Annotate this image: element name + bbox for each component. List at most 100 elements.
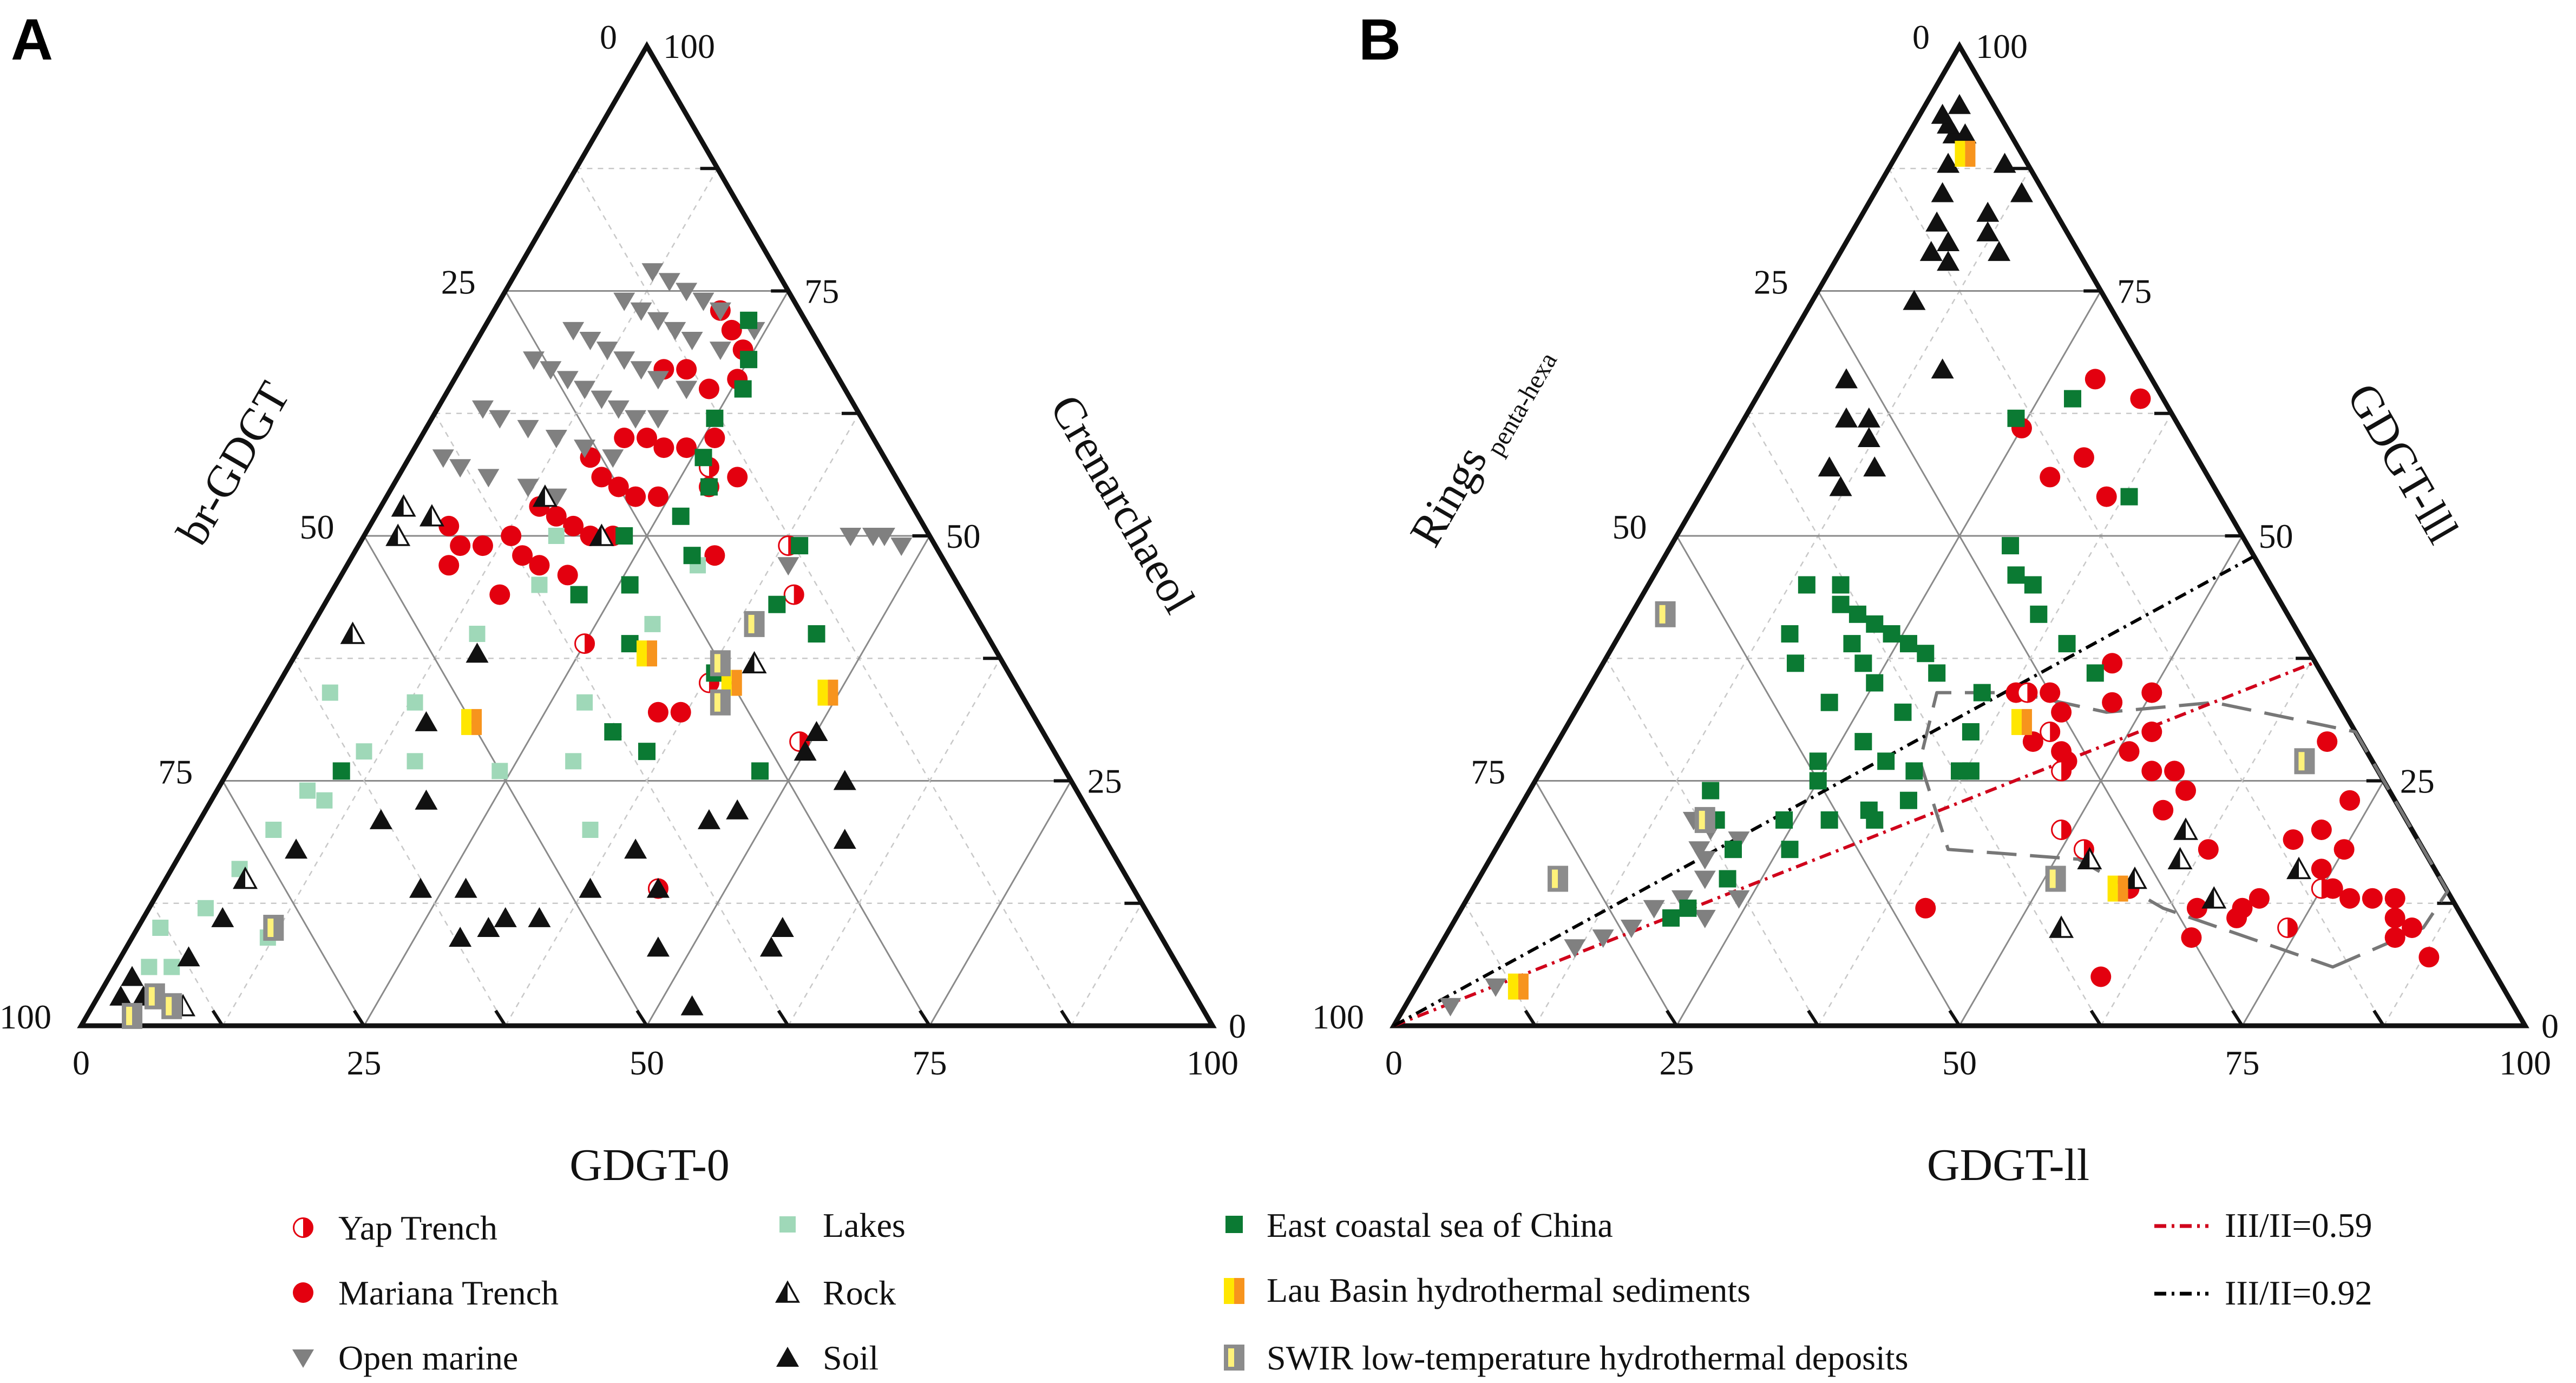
legend-east-coastal-marker bbox=[1225, 1216, 1243, 1233]
panel-b-point-soil bbox=[1857, 407, 1880, 428]
panel-a-gridline bbox=[221, 780, 365, 1026]
panel-a-point-open-marine bbox=[574, 381, 596, 399]
panel-b-letter: B bbox=[1359, 6, 1401, 72]
panel-b-point-east-coastal-sea-of-china bbox=[1962, 723, 1979, 740]
panel-b-tick bbox=[2372, 1010, 2385, 1027]
panel-a-point-soil bbox=[680, 995, 704, 1015]
panel-a-point-lau-basin-hydrothermal-sediments bbox=[637, 640, 657, 667]
panel-a-gridline bbox=[1070, 903, 1143, 1026]
panel-a-point-soil bbox=[771, 917, 794, 937]
panel-a-gridline bbox=[363, 535, 648, 1026]
legend-east-coastal-sea: East coastal sea of China bbox=[1225, 1206, 1613, 1244]
panel-b-point-soil bbox=[1937, 153, 1960, 173]
panel-a-point-east-coastal-sea-of-china bbox=[700, 478, 718, 496]
panel-a-point-soil bbox=[646, 936, 670, 957]
panel-a-point-open-marine bbox=[658, 273, 680, 292]
panel-b-point-mariana-trench bbox=[2181, 927, 2202, 948]
panel-a-point-lakes bbox=[491, 763, 508, 779]
panel-b-point-soil bbox=[1925, 211, 1949, 232]
panel-a-point-mariana-trench bbox=[489, 584, 510, 605]
panel-b-point-open-marine bbox=[1643, 900, 1665, 919]
panel-a-point-mariana-trench bbox=[653, 437, 674, 458]
legend-mariana-trench: Mariana Trench bbox=[293, 1274, 559, 1312]
panel-b-point-east-coastal-sea-of-china bbox=[1899, 635, 1917, 653]
panel-a-point-open-marine bbox=[545, 488, 567, 507]
panel-b-point-mariana-trench bbox=[2102, 692, 2123, 713]
legend-soil-label: Soil bbox=[823, 1339, 879, 1377]
panel-a-point-lakes bbox=[407, 694, 423, 711]
panel-a-point-rock bbox=[532, 484, 558, 507]
panel-b-tick bbox=[1665, 535, 1679, 552]
panel-b-left-axis-main: Rings bbox=[1400, 438, 1497, 555]
panel-b-point-east-coastal-sea-of-china bbox=[1781, 841, 1799, 858]
panel-a-point-lakes bbox=[576, 694, 593, 711]
legend-east-coastal-symbol bbox=[1225, 1216, 1243, 1233]
panel-a-point-open-marine bbox=[540, 361, 562, 380]
panel-a-gridline bbox=[929, 780, 1072, 1026]
legend-rock: Rock bbox=[775, 1274, 896, 1312]
panel-b-tick bbox=[1948, 1010, 1961, 1027]
panel-a-right-tick-label: 50 bbox=[946, 517, 981, 555]
panel-a-point-lakes bbox=[644, 615, 661, 632]
panel-a-point-east-coastal-sea-of-china bbox=[672, 507, 690, 525]
panel-a-point-east-coastal-sea-of-china bbox=[740, 351, 758, 369]
panel-a-point-swir-low-temperature-hydrothermal-deposits bbox=[744, 611, 765, 637]
panel-b-point-mariana-trench bbox=[2090, 966, 2112, 987]
legend-lakes-symbol bbox=[779, 1216, 796, 1233]
panel-a-point-open-marine bbox=[489, 410, 511, 429]
panel-a-point-soil bbox=[211, 907, 234, 927]
panel-b-point-east-coastal-sea-of-china bbox=[2024, 576, 2042, 594]
panel-a-point-east-coastal-sea-of-china bbox=[604, 723, 622, 740]
panel-b-point-mariana-trench bbox=[2402, 917, 2422, 938]
panel-b-point-east-coastal-sea-of-china bbox=[1832, 576, 1850, 594]
panel-a-point-open-marine bbox=[523, 351, 545, 370]
panel-b-tick bbox=[2231, 1010, 2244, 1027]
panel-b-point-east-coastal-sea-of-china bbox=[2120, 488, 2138, 506]
panel-a-point-mariana-trench bbox=[698, 378, 719, 399]
panel-b-point-soil bbox=[1937, 231, 1960, 251]
panel-a-point-mariana-trench bbox=[557, 565, 578, 586]
panel-b-tick bbox=[1595, 657, 1608, 674]
panel-b-tick bbox=[1736, 412, 1749, 430]
panel-b-point-mariana-trench bbox=[2141, 682, 2162, 703]
panel-a-point-east-coastal-sea-of-china bbox=[768, 595, 786, 613]
panel-a-point-mariana-trench bbox=[529, 555, 550, 576]
panel-a-point-open-marine bbox=[579, 332, 601, 350]
panel-a-right-tick-label: 75 bbox=[804, 272, 839, 311]
panel-b-point-east-coastal-sea-of-china bbox=[1820, 693, 1838, 711]
panel-b-bottom-axis-title: GDGT-ll bbox=[1927, 1140, 2089, 1190]
panel-a-point-mariana-trench bbox=[472, 535, 493, 556]
panel-a-tick bbox=[494, 1010, 507, 1027]
panel-a-point-open-marine bbox=[432, 449, 454, 468]
legend-lakes-marker bbox=[779, 1216, 796, 1233]
panel-b-gridline bbox=[1464, 903, 1536, 1026]
panel-b-point-swir-low-temperature-hydrothermal-deposits bbox=[1548, 866, 1569, 892]
panel-a-point-soil bbox=[494, 907, 517, 927]
panel-a-point-mariana-trench bbox=[727, 467, 748, 488]
panel-a-point-soil bbox=[449, 927, 472, 947]
panel-b-gridline bbox=[2383, 903, 2455, 1026]
panel-a-point-open-marine bbox=[692, 292, 715, 311]
panel-a-point-open-marine bbox=[862, 528, 884, 546]
panel-b-point-east-coastal-sea-of-china bbox=[2058, 635, 2076, 653]
legend-soil-marker bbox=[776, 1347, 799, 1367]
panel-a-point-east-coastal-sea-of-china bbox=[621, 576, 639, 594]
panel-a-point-east-coastal-sea-of-china bbox=[570, 586, 588, 604]
legend-swir-label: SWIR low-temperature hydrothermal deposi… bbox=[1267, 1339, 1908, 1377]
panel-b-point-soil bbox=[1829, 476, 1852, 496]
legend-line-059-label: III/II=0.59 bbox=[2225, 1206, 2372, 1244]
panel-b-point-mariana-trench bbox=[2334, 839, 2355, 860]
panel-a-point-open-marine bbox=[647, 371, 669, 390]
panel-a-point-lau-basin-hydrothermal-sediments bbox=[721, 670, 742, 696]
panel-a-point-mariana-trench bbox=[614, 428, 635, 448]
panel-b-point-mariana-trench bbox=[2040, 467, 2061, 488]
panel-b-point-east-coastal-sea-of-china bbox=[1928, 664, 1946, 682]
panel-a-bottom-axis-title: GDGT-0 bbox=[569, 1140, 730, 1190]
panel-a-point-open-marine bbox=[471, 400, 494, 419]
panel-b-point-yap-trench bbox=[2040, 722, 2061, 742]
panel-b-point-east-coastal-sea-of-china bbox=[2086, 664, 2104, 682]
panel-b-point-lau-basin-hydrothermal-sediments bbox=[1955, 141, 1976, 167]
panel-b-point-east-coastal-sea-of-china bbox=[1662, 909, 1680, 927]
panel-b-point-east-coastal-sea-of-china bbox=[1702, 782, 1720, 799]
panel-b-point-lau-basin-hydrothermal-sediments bbox=[2011, 709, 2032, 735]
